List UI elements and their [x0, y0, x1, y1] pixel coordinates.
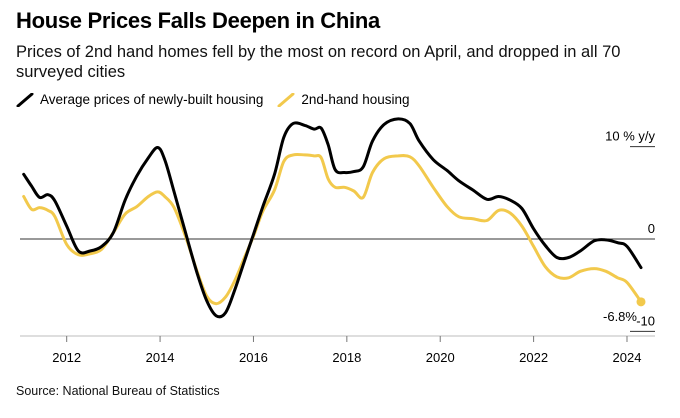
x-tick-label: 2018: [332, 350, 361, 365]
source-note: Source: National Bureau of Statistics: [16, 384, 220, 398]
legend-item-second: 2nd-hand housing: [277, 92, 409, 107]
legend-swatch-new: [16, 92, 34, 107]
annotation-dot: [636, 297, 646, 307]
legend-label-new: Average prices of newly-built housing: [40, 92, 264, 107]
chart-title: House Prices Falls Deepen in China: [16, 8, 380, 33]
legend-item-new: Average prices of newly-built housing: [16, 92, 263, 107]
y-tick-label: -10: [636, 313, 655, 328]
x-tick-label: 2012: [52, 350, 81, 365]
chart-subtitle: Prices of 2nd hand homes fell by the mos…: [16, 43, 621, 81]
y-tick-label: 0: [648, 221, 655, 236]
y-tick-label: 10 % y/y: [605, 129, 655, 144]
legend-swatch-second: [277, 92, 295, 107]
legend: Average prices of newly-built housing 2n…: [16, 92, 423, 107]
legend-label-second: 2nd-hand housing: [301, 92, 410, 107]
x-tick-label: 2022: [519, 350, 548, 365]
series-line-new: [22, 117, 643, 319]
x-tick-label: 2016: [239, 350, 268, 365]
x-tick-label: 2020: [426, 350, 455, 365]
annotation-label: -6.8%: [603, 309, 637, 324]
x-tick-label: 2024: [613, 350, 642, 365]
x-tick-label: 2014: [146, 350, 175, 365]
series-line-second: [22, 152, 643, 306]
